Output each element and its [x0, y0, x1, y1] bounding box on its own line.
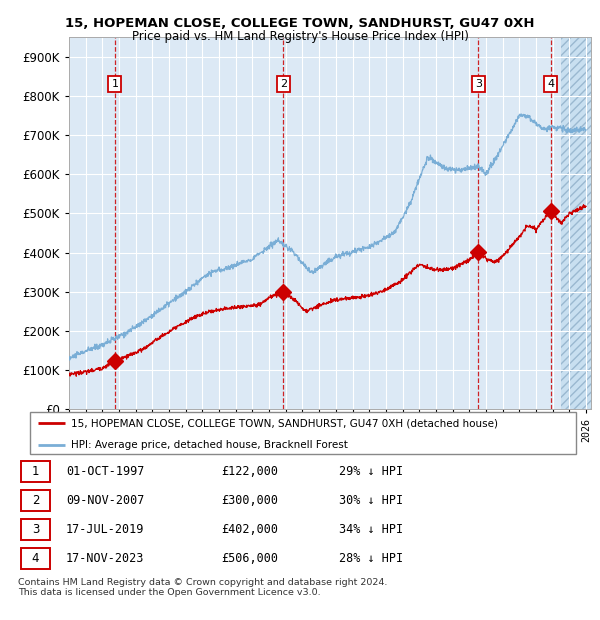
Text: 15, HOPEMAN CLOSE, COLLEGE TOWN, SANDHURST, GU47 0XH: 15, HOPEMAN CLOSE, COLLEGE TOWN, SANDHUR… — [65, 17, 535, 30]
Text: 17-JUL-2019: 17-JUL-2019 — [66, 523, 145, 536]
Text: 01-OCT-1997: 01-OCT-1997 — [66, 465, 145, 478]
Text: 17-NOV-2023: 17-NOV-2023 — [66, 552, 145, 565]
Text: 3: 3 — [475, 79, 482, 89]
Text: 29% ↓ HPI: 29% ↓ HPI — [340, 465, 404, 478]
FancyBboxPatch shape — [21, 490, 50, 511]
Text: 2: 2 — [280, 79, 287, 89]
Text: 1: 1 — [112, 79, 118, 89]
Text: HPI: Average price, detached house, Bracknell Forest: HPI: Average price, detached house, Brac… — [71, 440, 348, 450]
Text: Contains HM Land Registry data © Crown copyright and database right 2024.
This d: Contains HM Land Registry data © Crown c… — [18, 578, 388, 597]
Text: 3: 3 — [32, 523, 39, 536]
Text: 4: 4 — [547, 79, 554, 89]
FancyBboxPatch shape — [21, 520, 50, 540]
Text: £402,000: £402,000 — [221, 523, 278, 536]
Text: 09-NOV-2007: 09-NOV-2007 — [66, 494, 145, 507]
Text: 1: 1 — [32, 465, 39, 478]
Text: £122,000: £122,000 — [221, 465, 278, 478]
Text: 4: 4 — [32, 552, 39, 565]
Text: £506,000: £506,000 — [221, 552, 278, 565]
FancyBboxPatch shape — [21, 461, 50, 482]
Text: £300,000: £300,000 — [221, 494, 278, 507]
Text: Price paid vs. HM Land Registry's House Price Index (HPI): Price paid vs. HM Land Registry's House … — [131, 30, 469, 43]
Text: 34% ↓ HPI: 34% ↓ HPI — [340, 523, 404, 536]
Text: 30% ↓ HPI: 30% ↓ HPI — [340, 494, 404, 507]
Text: 2: 2 — [32, 494, 39, 507]
Text: 15, HOPEMAN CLOSE, COLLEGE TOWN, SANDHURST, GU47 0XH (detached house): 15, HOPEMAN CLOSE, COLLEGE TOWN, SANDHUR… — [71, 418, 498, 428]
Text: 28% ↓ HPI: 28% ↓ HPI — [340, 552, 404, 565]
FancyBboxPatch shape — [21, 549, 50, 569]
Bar — [561, 37, 591, 409]
